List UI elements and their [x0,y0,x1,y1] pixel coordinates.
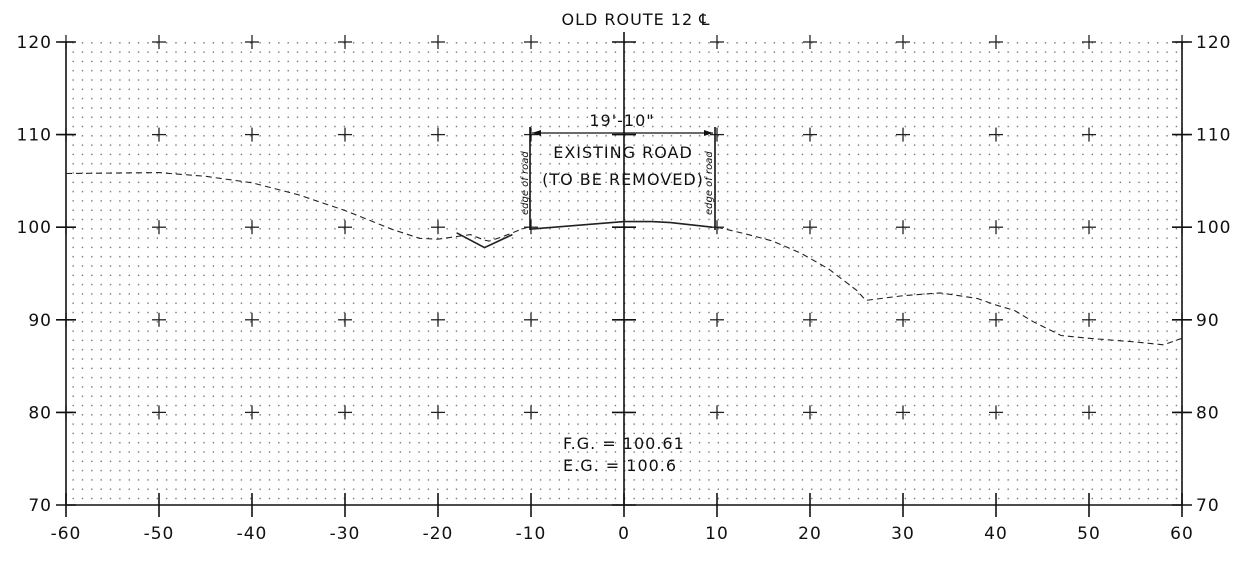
existing-road-callout: 19'-10" EXISTING ROAD (TO BE REMOVED) ed… [520,111,716,230]
grid-cross [803,405,817,420]
x-tick-label: 10 [705,524,729,544]
grid-cross [803,127,817,142]
grid-cross [338,35,352,49]
x-tick-label: -40 [237,524,268,544]
grid-cross [431,220,445,235]
grid-cross [710,127,724,142]
grid-cross [431,35,445,49]
grid-cross [338,312,352,327]
grid-cross [524,312,538,327]
axes [56,32,1192,517]
grid-cross [1082,35,1096,49]
grid-cross [152,405,166,420]
y-tick-label-right: 110 [1196,126,1231,146]
width-dimension: 19'-10" [589,111,654,130]
y-tick-label-left: 70 [28,496,52,516]
grid-cross [710,35,724,49]
grid-cross [338,220,352,235]
grid-cross [896,220,910,235]
grid-cross [1082,405,1096,420]
grid-cross [431,405,445,420]
grid-cross [989,127,1003,142]
ground-profile-dashed-1 [716,226,1183,346]
grid-cross [710,312,724,327]
grid-cross [245,127,259,142]
grid-cross [524,127,538,142]
x-tick-label: 20 [798,524,822,544]
y-tick-label-right: 100 [1196,218,1231,238]
x-tick-label: -20 [423,524,454,544]
grid-cross [524,35,538,49]
grid-cross [431,312,445,327]
road-profile-solid-3 [456,232,513,249]
existing-road-label: EXISTING ROAD [553,143,693,162]
x-tick-label: -50 [144,524,175,544]
finish-grade-note: F.G. = 100.61 [563,434,685,453]
grid-cross [989,312,1003,327]
chart-title: OLD ROUTE 12 ℄ [561,10,710,29]
x-tick-label: -10 [516,524,547,544]
grid-cross [1082,220,1096,235]
x-tick-label: -30 [330,524,361,544]
y-tick-label-left: 110 [17,126,52,146]
grid-cross [1082,127,1096,142]
road-profile-solid-2 [530,220,713,230]
grid-cross [989,35,1003,49]
y-tick-label-left: 120 [17,33,52,53]
grid-cross [803,312,817,327]
grid-cross [989,405,1003,420]
to-be-removed-label: (TO BE REMOVED) [542,170,704,189]
x-tick-label: -60 [51,524,82,544]
dimension-arrow-right [704,130,713,136]
grid-cross [152,220,166,235]
grid-cross [710,405,724,420]
grid-cross [989,220,1003,235]
grid-cross [896,312,910,327]
grid-cross [803,220,817,235]
edge-of-road-right: edge of road [704,151,715,215]
grid-cross [338,405,352,420]
grid-cross [245,405,259,420]
grid-cross [338,127,352,142]
grid-cross [245,312,259,327]
edge-of-road-left: edge of road [520,151,531,215]
grid-cross [803,35,817,49]
x-tick-label: 30 [891,524,915,544]
grid-cross [245,220,259,235]
y-tick-label-right: 90 [1196,311,1220,331]
y-tick-label-right: 120 [1196,33,1231,53]
y-tick-labels: 70 70 80 80 90 90 100 100 110 110 120 120 [17,33,1231,516]
x-tick-labels: -60 -50 -40 -30 -20 -10 0 10 20 30 40 50 60 [51,524,1194,544]
grid-cross [245,35,259,49]
x-tick-label: 50 [1077,524,1101,544]
y-tick-label-left: 100 [17,218,52,238]
grid-cross [896,35,910,49]
grid-cross [524,405,538,420]
y-tick-label-right: 80 [1196,403,1220,423]
grid-cross [1082,312,1096,327]
y-tick-label-left: 90 [28,311,52,331]
profile-lines [65,172,1183,346]
y-tick-label-left: 80 [28,403,52,423]
grid-cross [152,312,166,327]
ground-profile-dashed-0 [65,172,532,242]
dimension-arrow-left [532,130,541,136]
grid-cross [896,405,910,420]
y-tick-label-right: 70 [1196,496,1220,516]
grid-cross [152,127,166,142]
grid-cross [152,35,166,49]
x-tick-label: 0 [618,524,630,544]
x-tick-label: 60 [1170,524,1194,544]
x-tick-label: 40 [984,524,1008,544]
grid-cross [896,127,910,142]
existing-grade-note: E.G. = 100.6 [563,456,677,475]
grid-cross [431,127,445,142]
